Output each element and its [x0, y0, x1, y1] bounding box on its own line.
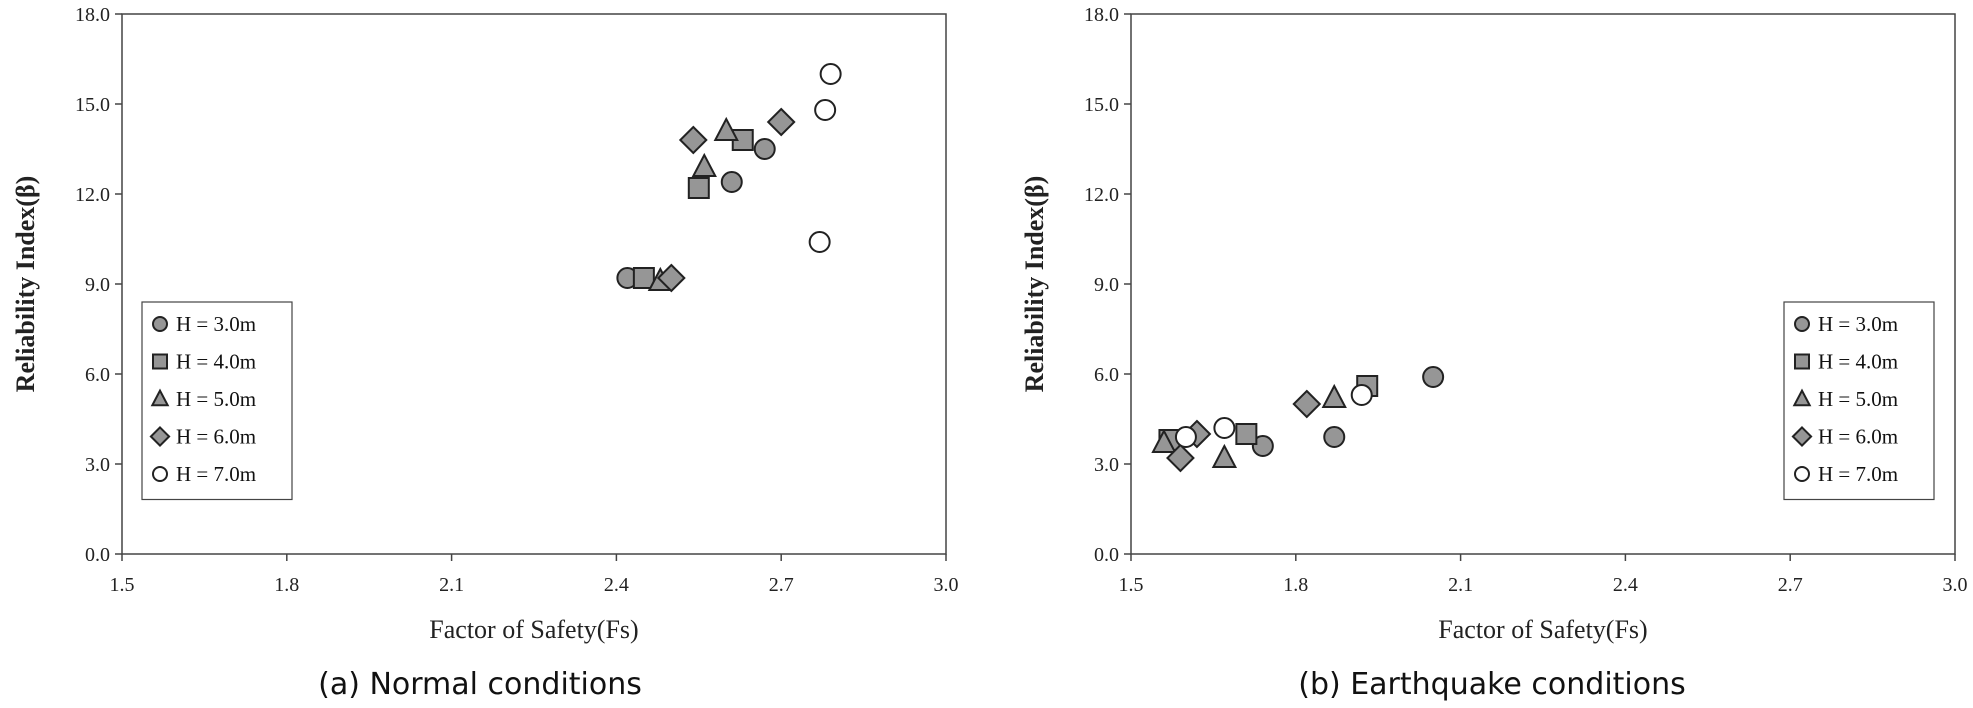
- data-point: [1251, 435, 1274, 457]
- data-point: [1292, 389, 1322, 419]
- legend-marker-icon: [1792, 388, 1812, 407]
- x-tick-label: 2.4: [604, 574, 629, 596]
- data-point: [687, 177, 710, 199]
- data-point: [691, 152, 717, 177]
- x-tick-label: 1.5: [1119, 574, 1144, 596]
- x-tick-label: 1.5: [110, 574, 135, 596]
- data-point: [1211, 443, 1238, 468]
- legend-marker-icon: [1791, 425, 1813, 448]
- legend-marker-icon: [152, 466, 168, 482]
- legend-entry: H = 4.0m: [176, 350, 256, 374]
- data-point: [1166, 443, 1195, 473]
- legend-marker-icon: [152, 353, 168, 370]
- chart-panel-b: 0.0 3.0 6.0 9.0 12.0 15.0 18.0 1.5 1.8 2.1 2.4 2.7 3…: [1020, 4, 1968, 702]
- x-tick-label: 2.7: [1778, 574, 1803, 596]
- x-tick-label: 1.8: [1283, 574, 1308, 596]
- data-point: [678, 125, 708, 155]
- legend-marker-icon: [1794, 466, 1810, 482]
- data-point: [1350, 384, 1373, 406]
- series-h-6-0m: [656, 107, 796, 293]
- y-tick-label: 12.0: [75, 184, 110, 206]
- y-tick-label: 6.0: [85, 364, 110, 386]
- legend-box: [1783, 301, 1935, 501]
- data-point: [808, 231, 831, 253]
- series-h-4-0m: [632, 129, 754, 289]
- series-h-5-0m: [1151, 383, 1347, 468]
- legend-marker-icon: [150, 388, 170, 407]
- data-point: [1151, 428, 1177, 453]
- legend-entry: H = 7.0m: [1818, 462, 1898, 486]
- y-tick-label: 18.0: [1084, 4, 1119, 26]
- data-point: [713, 116, 739, 141]
- legend-entry: H = 7.0m: [176, 462, 256, 486]
- legend-marker-icon: [1794, 316, 1810, 332]
- x-tick-label: 2.7: [769, 574, 794, 596]
- series-h-7-0m: [808, 63, 842, 253]
- y-tick-label: 9.0: [85, 274, 110, 296]
- y-tick-label: 0.0: [85, 544, 110, 566]
- legend-marker-icon: [1794, 353, 1810, 370]
- series-h-3-0m: [1251, 366, 1445, 457]
- legend-box: [141, 301, 293, 501]
- data-point: [1422, 366, 1445, 388]
- data-point: [814, 99, 837, 121]
- x-axis-title: Factor of Safety(Fs): [1438, 615, 1647, 644]
- y-tick-label: 15.0: [1084, 94, 1119, 116]
- data-point: [753, 138, 776, 160]
- chart-panel-a: 0.0 3.0 6.0 9.0 12.0 15.0 18.0 1.5 1.8 2.1 2.4 2.7 3…: [11, 4, 959, 702]
- legend-entry: H = 6.0m: [1818, 425, 1898, 449]
- series-h-3-0m: [616, 138, 776, 289]
- data-point: [1174, 426, 1197, 448]
- data-point: [1213, 417, 1236, 439]
- legend-entry: H = 3.0m: [176, 312, 256, 336]
- legend-entry: H = 5.0m: [176, 387, 256, 411]
- legend-entry: H = 5.0m: [1818, 387, 1898, 411]
- y-tick-label: 3.0: [85, 454, 110, 476]
- legend: H = 3.0m H = 4.0m H = 5.0m H = 6.0m H = 7.0m: [1783, 301, 1935, 501]
- y-tick-label: 6.0: [1094, 364, 1119, 386]
- y-tick-label: 18.0: [75, 4, 110, 26]
- legend-entry: H = 4.0m: [1818, 350, 1898, 374]
- x-axis-title: Factor of Safety(Fs): [429, 615, 638, 644]
- x-tick-label: 2.1: [1448, 574, 1473, 596]
- x-tick-label: 2.1: [439, 574, 464, 596]
- data-point: [766, 107, 796, 137]
- legend-marker-icon: [149, 425, 171, 448]
- legend-entry: H = 3.0m: [1818, 312, 1898, 336]
- legend: H = 3.0m H = 4.0m H = 5.0m H = 6.0m H = 7.0m: [141, 301, 293, 501]
- y-axis-title: Reliability Index(β): [11, 176, 40, 393]
- figure-caption: (a) Normal conditions: [318, 667, 642, 702]
- y-tick-label: 9.0: [1094, 274, 1119, 296]
- legend-marker-icon: [152, 316, 168, 332]
- data-point: [1323, 426, 1346, 448]
- y-tick-label: 12.0: [1084, 184, 1119, 206]
- legend-entry: H = 6.0m: [176, 425, 256, 449]
- series-h-7-0m: [1174, 384, 1373, 448]
- y-tick-label: 3.0: [1094, 454, 1119, 476]
- x-tick-label: 3.0: [934, 574, 959, 596]
- data-point: [720, 171, 743, 193]
- y-axis-title: Reliability Index(β): [1020, 176, 1049, 393]
- data-point: [656, 263, 686, 293]
- figure-caption: (b) Earthquake conditions: [1298, 667, 1686, 702]
- data-point: [819, 63, 842, 85]
- data-point: [632, 267, 655, 289]
- data-point: [1321, 383, 1347, 408]
- y-tick-label: 0.0: [1094, 544, 1119, 566]
- x-tick-label: 3.0: [1943, 574, 1968, 596]
- series-h-5-0m: [647, 116, 739, 291]
- x-tick-label: 2.4: [1613, 574, 1638, 596]
- data-point: [1235, 423, 1258, 445]
- y-tick-label: 15.0: [75, 94, 110, 116]
- x-tick-label: 1.8: [274, 574, 299, 596]
